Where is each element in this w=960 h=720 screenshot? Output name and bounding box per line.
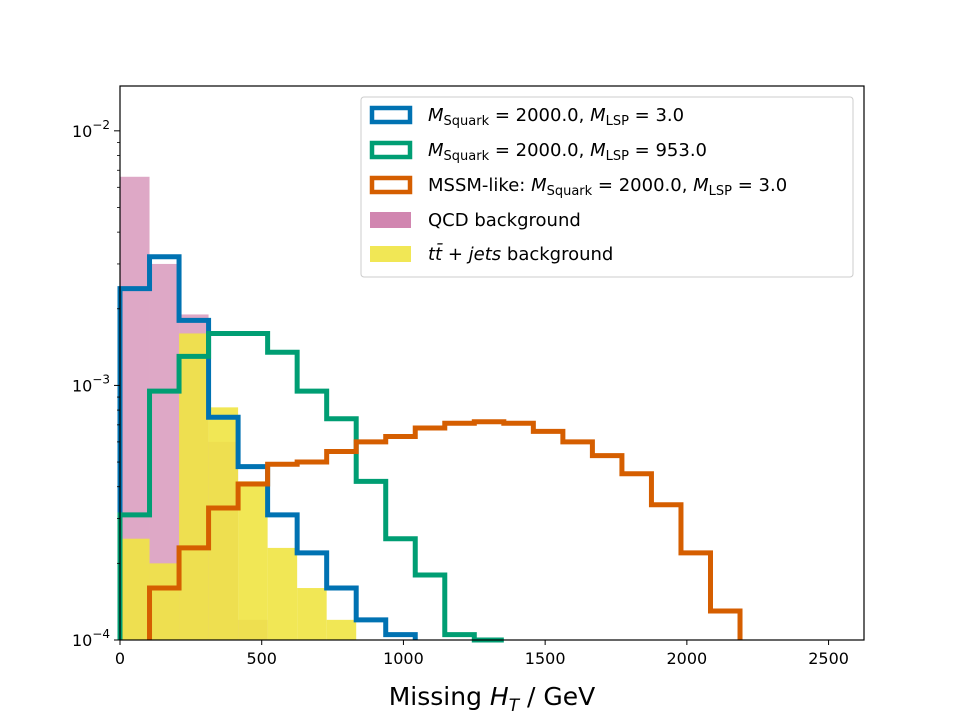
sig3-legend-swatch bbox=[369, 175, 413, 195]
legend-box bbox=[360, 96, 854, 278]
sig3-step-line bbox=[147, 419, 743, 640]
ttbar-bar bbox=[120, 538, 150, 640]
sig2-legend-label: MSquark = 2000.0, MLSP = 953.0 bbox=[428, 140, 707, 164]
plot-frame bbox=[119, 85, 865, 641]
sig2-step-line bbox=[117, 330, 504, 643]
sig1-step-line bbox=[117, 254, 418, 640]
ttbar-bar bbox=[208, 407, 239, 640]
signal-step-lines bbox=[117, 254, 743, 643]
qcd-legend-label: QCD background bbox=[428, 210, 581, 231]
ttbar-bar bbox=[149, 563, 180, 640]
qcd-legend-swatch bbox=[370, 212, 411, 228]
y-tick-label: 10−3 bbox=[72, 372, 110, 395]
sig1-legend-label: MSquark = 2000.0, MLSP = 3.0 bbox=[428, 105, 684, 129]
sig2-legend-swatch bbox=[369, 140, 413, 160]
sig3-legend-label: MSSM-like: MSquark = 2000.0, MLSP = 3.0 bbox=[428, 175, 787, 199]
ttbar-bar bbox=[297, 588, 327, 640]
ttbar-legend-label: tt̄ + jets background bbox=[428, 243, 613, 265]
x-tick-label: 2000 bbox=[666, 649, 707, 668]
sig1-legend-swatch bbox=[369, 105, 413, 125]
y-tick-label: 10−2 bbox=[72, 118, 110, 141]
ttbar-bar bbox=[326, 619, 357, 640]
legend: MSquark = 2000.0, MLSP = 3.0 MSquark = 20… bbox=[360, 96, 854, 278]
ttbar-bar bbox=[267, 547, 298, 640]
x-tick-label: 500 bbox=[246, 649, 277, 668]
background-bars bbox=[120, 176, 357, 640]
x-axis-ticks: 0 500 1000 1500 2000 2500 bbox=[115, 640, 849, 668]
ttbar-bar bbox=[238, 481, 268, 640]
x-axis-label: Missing HT / GeV bbox=[389, 682, 596, 716]
ttbar-bar bbox=[179, 333, 209, 640]
x-tick-label: 1500 bbox=[525, 649, 566, 668]
ttbar-legend-swatch bbox=[370, 246, 411, 262]
y-tick-label: 10−4 bbox=[72, 627, 110, 650]
x-tick-label: 0 bbox=[115, 649, 125, 668]
x-tick-label: 2500 bbox=[808, 649, 849, 668]
x-tick-label: 1000 bbox=[383, 649, 424, 668]
y-axis-ticks: 10−2 10−3 10−4 bbox=[72, 118, 120, 650]
